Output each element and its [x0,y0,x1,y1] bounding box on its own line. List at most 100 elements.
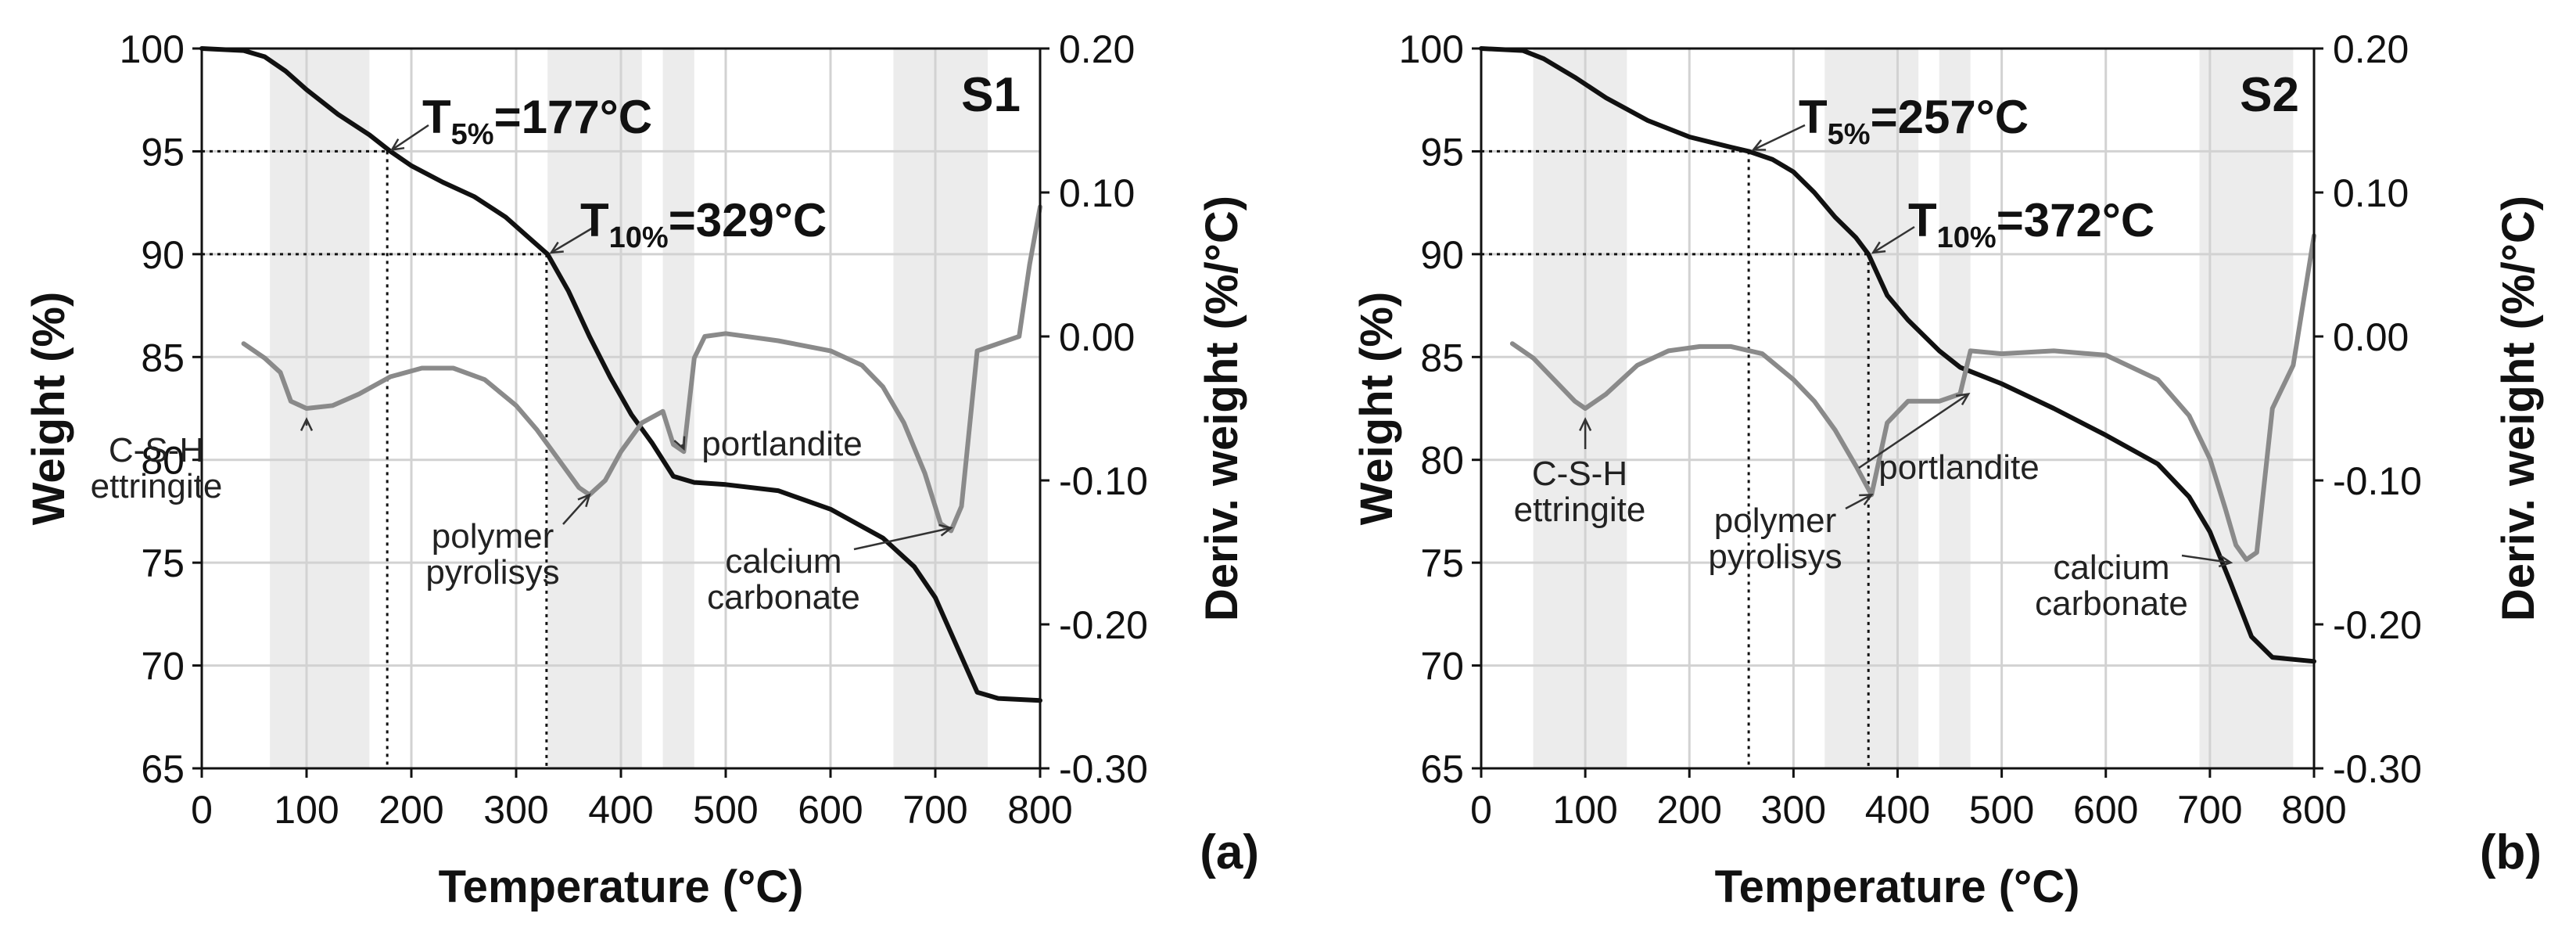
annotation-arrow [562,494,590,525]
x-tick-label: 200 [379,788,443,832]
panel-a-t10-label: T10%=329°C [580,194,827,254]
y-tick-label: 95 [141,130,185,174]
x-tick-label: 0 [191,788,213,832]
panel-b-x-axis-title: Temperature (°C) [1715,861,2080,912]
panel-a-y2-axis-title: Deriv. weight (%/°C) [1197,196,1247,621]
annotation-arrowhead [2218,555,2233,568]
threshold-arrow [391,124,429,151]
x-tick-label: 700 [902,788,967,832]
panel-a-y-axis-title: Weight (%) [23,292,74,526]
y-tick-label: 90 [141,233,185,277]
panel-a-tag: (a) [1200,825,1259,879]
annotation-label: C-S-H [1532,455,1627,493]
annotation-label: pyrolisys [425,553,559,592]
panel-a-threshold-guides [202,149,548,768]
annotation-label: calcium [2053,548,2169,587]
y2-tick-label: -0.10 [2333,459,2422,503]
annotation-label: calcium [725,542,841,581]
y2-tick-label: 0.10 [1059,171,1135,215]
x-tick-label: 800 [2281,788,2346,832]
y-tick-label: 100 [1399,27,1464,71]
panel-b-shaded-regions [1533,49,2294,768]
threshold-arrow [551,225,595,254]
panel-b-t10-label: T10%=372°C [1908,194,2154,254]
annotation-arrowhead [300,417,314,431]
panel-b-threshold-guides [1481,149,1870,768]
annotation-arrowhead [1956,392,1971,406]
x-tick-label: 500 [693,788,758,832]
annotation-arrowhead [577,493,591,508]
annotation-label: C-S-H [109,431,204,469]
annotation-label: pyrolisys [1708,538,1842,576]
x-tick-label: 100 [274,788,339,832]
shaded-region [1939,49,1971,768]
panel-b-sample-label: S2 [2240,68,2299,122]
panel-a-ticks: 0 100 200 300 400 500 600 700 800 65 70 75 80 85 90 95 1… [120,27,1148,832]
annotation-arrow [1845,494,1872,510]
threshold-arrowhead [549,241,564,254]
x-tick-label: 500 [1969,788,2034,832]
y-tick-label: 85 [141,336,185,379]
annotation-label: ettringite [1514,491,1646,529]
annotation-label: portlandite [701,425,862,463]
x-tick-label: 300 [1761,788,1826,832]
weight-line [1479,46,2316,664]
panel-b-tag: (b) [2480,825,2542,879]
panel-b-ticks: 0 100 200 300 400 500 600 700 800 65 70 75 80 85 90 95 1… [1399,27,2422,832]
annotation-label: portlandite [1878,448,2039,487]
y-tick-label: 75 [1420,541,1464,585]
y2-tick-label: 0.00 [2333,315,2409,359]
deriv-weight-line [1509,233,2316,563]
y2-tick-label: 0.00 [1059,315,1135,359]
annotation-label: ettringite [91,467,223,505]
panel-a: 0 100 200 300 400 500 600 700 800 65 70 75 80 85 90 95 1… [23,27,1259,912]
y2-tick-label: -0.30 [1059,747,1148,791]
x-tick-label: 0 [1470,788,1492,832]
annotation-label: carbonate [2035,584,2188,623]
y2-tick-label: 0.20 [1059,27,1135,71]
panel-b-t5-label: T5%=257°C [1799,91,2029,151]
y-tick-label: 80 [141,439,185,483]
y-tick-label: 95 [1420,130,1464,174]
y-tick-label: 75 [141,541,185,585]
annotation-arrowhead [1859,494,1874,506]
y-tick-label: 65 [1420,747,1464,791]
y2-tick-label: 0.10 [2333,171,2409,215]
panel-b-y2-axis-title: Deriv. weight (%/°C) [2493,196,2544,621]
threshold-arrow [1872,225,1915,254]
y2-tick-label: 0.20 [2333,27,2409,71]
annotation-arrowhead [1579,417,1592,431]
threshold-arrowhead [389,138,405,152]
shaded-region [2199,49,2294,768]
y-tick-label: 85 [1420,336,1464,379]
y2-tick-label: -0.10 [1059,459,1148,503]
annotation-arrowhead [673,436,686,451]
x-tick-label: 700 [2177,788,2242,832]
shaded-region [1824,49,1919,768]
annotation-arrow [1858,393,1969,469]
panel-a-x-axis-title: Temperature (°C) [439,861,804,912]
threshold-arrowhead [1871,241,1886,254]
panel-a-sample-label: S1 [961,68,1021,122]
panel-b-y-axis-title: Weight (%) [1351,292,1402,526]
y-tick-label: 100 [120,27,185,71]
annotation-label: carbonate [707,578,860,617]
x-tick-label: 400 [588,788,653,832]
x-tick-label: 600 [2073,788,2138,832]
y-tick-label: 90 [1420,233,1464,277]
threshold-arrow [1753,124,1806,151]
annotation-label: polymer [432,517,554,556]
panel-b: 0 100 200 300 400 500 600 700 800 65 70 75 80 85 90 95 1… [1351,27,2544,912]
panel-b-series [1479,46,2316,664]
annotation-arrow [853,527,952,551]
y2-tick-label: -0.20 [1059,603,1148,647]
x-tick-label: 600 [798,788,863,832]
y-tick-label: 70 [141,645,185,689]
x-tick-label: 300 [483,788,548,832]
weight-line [199,46,1042,703]
y2-tick-label: -0.30 [2333,747,2422,791]
y-tick-label: 70 [1420,645,1464,689]
